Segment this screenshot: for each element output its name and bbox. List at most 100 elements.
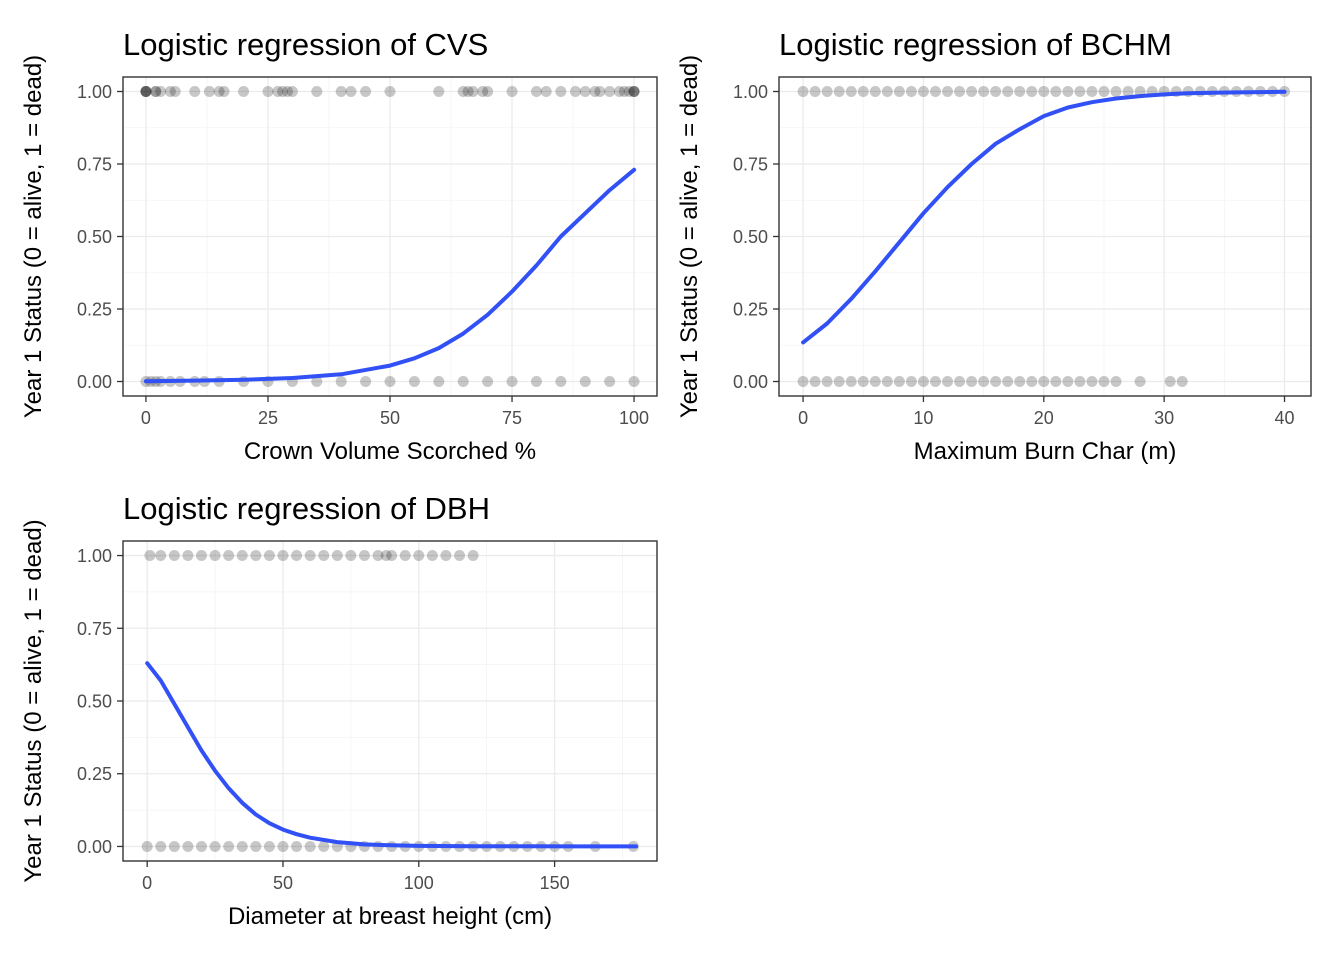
- x-tick-label: 100: [404, 873, 434, 893]
- data-point: [869, 86, 881, 97]
- x-tick-label: 0: [141, 408, 151, 428]
- chart-panel-2: 0 10 20 30 40 0.00 0.25 0.50 0.75 1.00 Logistic re…: [676, 27, 1312, 465]
- x-tick-label: 25: [258, 408, 278, 428]
- x-tick-label: 150: [540, 873, 570, 893]
- data-point: [929, 376, 941, 387]
- data-point: [869, 376, 881, 387]
- y-tick-label: 0.25: [77, 300, 112, 320]
- data-point: [530, 376, 542, 387]
- data-point: [291, 840, 303, 852]
- data-point: [433, 376, 445, 387]
- y-tick-label: 0.75: [77, 155, 112, 175]
- data-point: [250, 550, 262, 562]
- data-point: [809, 86, 821, 97]
- data-point: [604, 86, 616, 97]
- y-tick-label: 1.00: [77, 82, 112, 102]
- data-point: [360, 86, 372, 97]
- data-point: [797, 86, 809, 97]
- data-point: [223, 840, 235, 852]
- data-point: [1050, 86, 1062, 97]
- data-point: [1038, 86, 1050, 97]
- data-point: [263, 550, 275, 562]
- data-point: [482, 376, 494, 387]
- data-point: [360, 376, 372, 387]
- data-point: [978, 86, 990, 97]
- data-point: [942, 86, 954, 97]
- y-tick-label: 0.00: [733, 372, 768, 392]
- data-point: [236, 840, 248, 852]
- data-point: [569, 86, 581, 97]
- data-point: [291, 550, 303, 562]
- data-point: [821, 86, 833, 97]
- data-point: [1062, 376, 1074, 387]
- data-point: [462, 86, 474, 97]
- data-point: [990, 376, 1002, 387]
- data-point: [506, 86, 518, 97]
- data-point: [1086, 86, 1098, 97]
- data-point: [168, 550, 180, 562]
- data-point: [426, 550, 438, 562]
- x-axis-title: Crown Volume Scorched %: [244, 438, 536, 465]
- data-point: [845, 376, 857, 387]
- data-point: [408, 376, 420, 387]
- data-point: [1164, 376, 1176, 387]
- data-point: [277, 550, 289, 562]
- data-point: [1026, 86, 1038, 97]
- data-point: [1026, 376, 1038, 387]
- data-point: [530, 86, 542, 97]
- data-point: [990, 86, 1002, 97]
- data-point: [467, 86, 479, 97]
- data-point: [155, 86, 167, 97]
- y-tick-label: 0.75: [733, 155, 768, 175]
- data-point: [141, 840, 153, 852]
- data-point: [905, 86, 917, 97]
- data-point: [1074, 376, 1086, 387]
- data-point: [966, 376, 978, 387]
- x-axis-title: Maximum Burn Char (m): [914, 438, 1177, 465]
- x-tick-label: 50: [273, 873, 293, 893]
- data-point: [140, 86, 152, 97]
- data-point: [304, 550, 316, 562]
- data-point: [589, 86, 601, 97]
- y-axis-title: Year 1 Status (0 = alive, 1 = dead): [676, 55, 703, 418]
- data-point: [413, 550, 425, 562]
- data-point: [399, 550, 411, 562]
- data-point: [1014, 376, 1026, 387]
- data-point: [318, 840, 330, 852]
- data-point: [929, 86, 941, 97]
- data-point: [238, 86, 250, 97]
- data-point: [345, 550, 357, 562]
- data-point: [506, 376, 518, 387]
- data-point: [189, 86, 201, 97]
- data-point: [821, 376, 833, 387]
- data-point: [150, 86, 162, 97]
- data-point: [893, 86, 905, 97]
- data-point: [182, 550, 194, 562]
- x-axis-title: Diameter at breast height (cm): [228, 903, 552, 930]
- data-point: [331, 550, 343, 562]
- data-point: [250, 840, 262, 852]
- chart-panel-1: 0 25 50 75 100 0.00 0.25 0.50 0.75 1.00 Logistic r…: [20, 27, 658, 465]
- y-tick-label: 0.00: [77, 372, 112, 392]
- data-point: [628, 86, 640, 97]
- data-point: [140, 86, 152, 97]
- data-point: [372, 550, 384, 562]
- data-point: [1098, 86, 1110, 97]
- data-point: [380, 550, 392, 562]
- x-tick-label: 40: [1275, 408, 1295, 428]
- data-point: [195, 840, 207, 852]
- data-point: [628, 86, 640, 97]
- data-point: [623, 86, 635, 97]
- data-point: [386, 550, 398, 562]
- y-axis-title: Year 1 Status (0 = alive, 1 = dead): [20, 55, 47, 418]
- data-point: [954, 86, 966, 97]
- data-point: [223, 550, 235, 562]
- data-point: [218, 86, 230, 97]
- data-point: [966, 86, 978, 97]
- data-point: [140, 86, 152, 97]
- y-tick-label: 1.00: [733, 82, 768, 102]
- data-point: [1062, 86, 1074, 97]
- y-tick-label: 0.25: [77, 764, 112, 784]
- data-point: [169, 86, 181, 97]
